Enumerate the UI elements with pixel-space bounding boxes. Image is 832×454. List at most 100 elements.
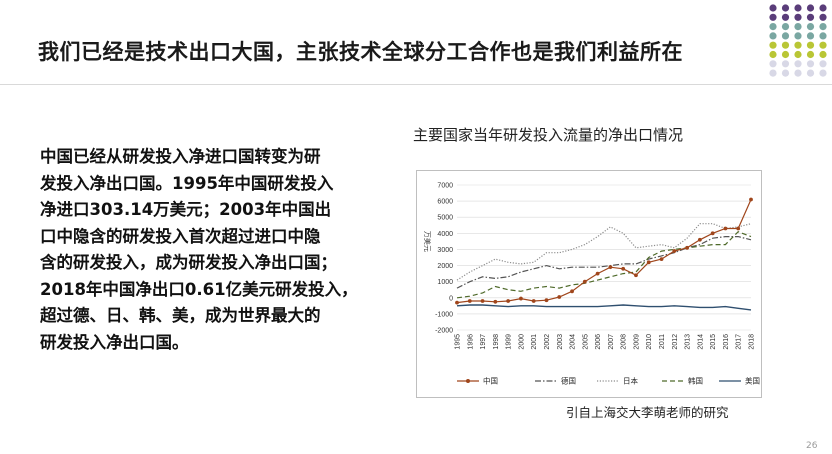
data-point-中国 bbox=[493, 299, 498, 304]
body-line: 超过德、日、韩、美，成为世界最大的 bbox=[40, 306, 321, 325]
body-line: 口中隐含的研发投入首次超过进口中隐 bbox=[40, 226, 321, 246]
decorative-dot-grid bbox=[769, 4, 827, 77]
x-tick-label: 2006 bbox=[595, 334, 602, 350]
chart-title: 主要国家当年研发投入流量的净出口情况 bbox=[413, 126, 684, 144]
data-point-中国 bbox=[634, 273, 638, 278]
decor-dot bbox=[794, 41, 802, 49]
data-point-中国 bbox=[621, 266, 626, 271]
body-line: 含的研发投入，成为研发投入净出口国； bbox=[40, 253, 337, 272]
decor-dot bbox=[819, 60, 827, 68]
data-point-中国 bbox=[506, 299, 511, 303]
x-tick-label: 2012 bbox=[672, 334, 679, 350]
x-tick-label: 2005 bbox=[582, 334, 589, 350]
decor-dot bbox=[819, 69, 827, 77]
body-line: 净进口303.14万美元；2003年中国出 bbox=[40, 200, 332, 219]
decor-dot bbox=[769, 23, 777, 31]
decor-dot bbox=[769, 41, 777, 49]
x-tick-label: 2008 bbox=[621, 334, 628, 350]
data-point-中国 bbox=[519, 296, 523, 301]
slide-title: 我们已经是技术出口大国，主张技术全球分工合作也是我们利益所在 bbox=[38, 40, 683, 64]
title-divider bbox=[0, 84, 832, 85]
decor-dot bbox=[794, 50, 802, 59]
body-line: 发投入净出口国。1995年中国研发投入 bbox=[40, 173, 334, 193]
decor-dot bbox=[769, 60, 777, 68]
decor-dot bbox=[769, 13, 777, 21]
data-point-中国 bbox=[467, 299, 472, 303]
decor-dot bbox=[794, 4, 802, 12]
decor-dot bbox=[769, 32, 777, 40]
decor-dot bbox=[781, 60, 790, 68]
x-tick-label: 2002 bbox=[544, 334, 551, 350]
data-point-中国 bbox=[480, 299, 485, 303]
x-tick-label: 2010 bbox=[646, 334, 653, 350]
legend-label: 德国 bbox=[561, 376, 576, 386]
decor-dot bbox=[819, 41, 827, 49]
data-point-中国 bbox=[531, 299, 536, 303]
decor-dot bbox=[781, 4, 790, 12]
page-number: 26 bbox=[806, 441, 818, 451]
decor-dot bbox=[781, 41, 790, 49]
series-line-中国 bbox=[456, 199, 752, 304]
decor-dot bbox=[806, 4, 815, 12]
x-tick-label: 2009 bbox=[633, 334, 640, 350]
body-line: 研发投入净出口国。 bbox=[40, 332, 189, 352]
legend-label: 美国 bbox=[745, 376, 760, 386]
decor-dot bbox=[794, 60, 802, 68]
decor-dot bbox=[781, 13, 790, 21]
data-point-中国 bbox=[697, 237, 702, 242]
y-tick-label: 4000 bbox=[437, 231, 453, 238]
decor-dot bbox=[806, 32, 815, 40]
x-tick-label: 1997 bbox=[480, 334, 487, 350]
decor-dot bbox=[781, 69, 790, 77]
chart-frame: -2000 -1000 0 1000 2000 3000 4000 5000 6000 7000 万… bbox=[416, 170, 762, 398]
data-point-中国 bbox=[544, 298, 549, 303]
x-tick-label: 2011 bbox=[659, 334, 666, 349]
y-tick-label: 6000 bbox=[437, 199, 453, 206]
decor-dot bbox=[819, 32, 827, 40]
series-line-韩国 bbox=[456, 230, 752, 299]
data-point-中国 bbox=[455, 300, 459, 305]
x-tick-label: 2018 bbox=[749, 334, 756, 350]
decor-dot bbox=[819, 4, 827, 12]
y-tick-label: 1000 bbox=[437, 279, 453, 286]
data-point-中国 bbox=[736, 226, 741, 231]
source-citation: 引自上海交大李萌老师的研究 bbox=[566, 405, 729, 420]
x-tick-label: 2000 bbox=[518, 334, 525, 350]
x-tick-label: 1999 bbox=[506, 334, 513, 350]
y-axis-label: 万美元 bbox=[423, 231, 432, 252]
decor-dot bbox=[806, 50, 815, 59]
decor-dot bbox=[769, 4, 777, 12]
decor-dot bbox=[806, 60, 815, 68]
decor-dot bbox=[806, 41, 815, 49]
legend-label: 韩国 bbox=[688, 376, 703, 386]
legend-marker bbox=[466, 379, 470, 383]
x-tick-label: 2014 bbox=[697, 334, 704, 350]
decor-dot bbox=[819, 23, 827, 31]
y-tick-label: 5000 bbox=[437, 215, 453, 222]
y-tick-label: -1000 bbox=[435, 311, 453, 318]
x-tick-label: 2016 bbox=[723, 334, 730, 350]
x-tick-label: 2007 bbox=[608, 334, 615, 350]
data-point-中国 bbox=[608, 265, 613, 270]
x-tick-label: 2017 bbox=[736, 334, 743, 350]
x-tick-label: 2001 bbox=[531, 334, 538, 350]
decor-dot bbox=[781, 23, 790, 31]
y-tick-label: 0 bbox=[449, 295, 453, 302]
series-line-美国 bbox=[456, 304, 752, 311]
decor-dot bbox=[806, 69, 815, 77]
data-point-中国 bbox=[646, 260, 651, 265]
decor-dot bbox=[794, 69, 802, 77]
body-line: 2018年中国净出口0.61亿美元研发投入， bbox=[40, 279, 358, 299]
series-line-日本 bbox=[456, 223, 752, 281]
data-point-中国 bbox=[672, 249, 677, 253]
data-point-中国 bbox=[685, 245, 689, 250]
y-tick-label: 7000 bbox=[437, 183, 453, 190]
data-point-中国 bbox=[595, 271, 600, 276]
series-line-德国 bbox=[456, 235, 752, 289]
decor-dot bbox=[769, 69, 777, 77]
data-point-中国 bbox=[710, 231, 715, 236]
x-tick-label: 1998 bbox=[493, 334, 500, 350]
legend-label: 日本 bbox=[623, 376, 638, 386]
data-point-中国 bbox=[659, 257, 664, 262]
x-tick-label: 1995 bbox=[455, 334, 462, 350]
